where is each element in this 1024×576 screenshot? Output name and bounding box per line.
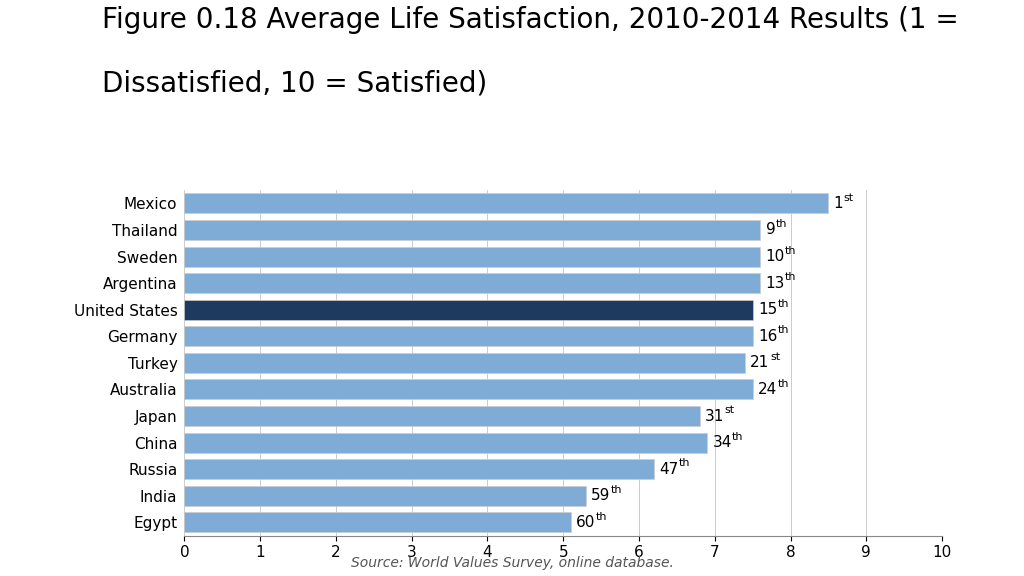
Bar [184, 486, 586, 506]
Text: 34: 34 [713, 435, 732, 450]
Text: 13: 13 [766, 276, 785, 291]
Bar [184, 380, 753, 399]
Text: th: th [777, 299, 790, 309]
Text: Source: World Values Survey, online database.: Source: World Values Survey, online data… [350, 556, 674, 570]
Text: 60: 60 [577, 515, 596, 530]
Bar [184, 300, 753, 320]
Text: Figure 0.18 Average Life Satisfaction, 2010-2014 Results (1 =: Figure 0.18 Average Life Satisfaction, 2… [102, 6, 959, 34]
Text: 59: 59 [591, 488, 610, 503]
Text: th: th [611, 485, 623, 495]
Text: th: th [679, 458, 690, 468]
Bar [184, 513, 570, 532]
Bar [184, 353, 745, 373]
Text: 16: 16 [758, 329, 777, 344]
Bar [184, 433, 708, 453]
Bar [184, 406, 699, 426]
Bar [184, 220, 760, 240]
Text: Dissatisfied, 10 = Satisfied): Dissatisfied, 10 = Satisfied) [102, 69, 487, 97]
Text: 10: 10 [766, 249, 784, 264]
Bar [184, 273, 760, 293]
Text: th: th [732, 432, 743, 442]
Text: 1: 1 [834, 196, 844, 211]
Text: st: st [770, 352, 780, 362]
Text: 47: 47 [659, 462, 679, 477]
Bar [184, 459, 654, 479]
Bar [184, 194, 828, 213]
Text: th: th [785, 272, 797, 282]
Text: 9: 9 [766, 222, 775, 237]
Text: th: th [785, 246, 797, 256]
Bar [184, 247, 760, 267]
Text: th: th [596, 511, 607, 521]
Text: st: st [844, 192, 854, 203]
Text: 31: 31 [705, 408, 724, 423]
Text: th: th [777, 378, 790, 389]
Text: 21: 21 [751, 355, 770, 370]
Text: 24: 24 [758, 382, 777, 397]
Text: st: st [725, 405, 735, 415]
Text: th: th [775, 219, 786, 229]
Text: th: th [777, 325, 790, 335]
Bar [184, 327, 753, 346]
Text: 15: 15 [758, 302, 777, 317]
